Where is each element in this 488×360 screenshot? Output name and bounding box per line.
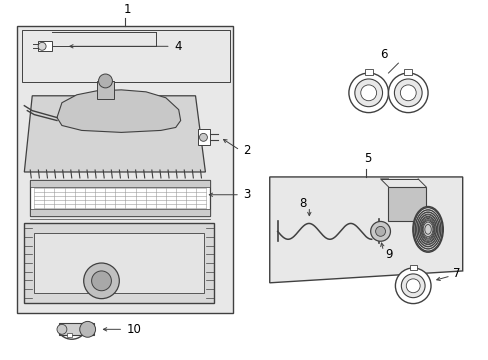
Bar	[59, 323, 93, 335]
Text: 2: 2	[243, 144, 250, 157]
Circle shape	[360, 85, 376, 101]
Polygon shape	[57, 90, 180, 132]
Bar	[18, 26, 233, 312]
Bar	[67, 333, 72, 337]
Circle shape	[370, 221, 389, 241]
Circle shape	[387, 73, 427, 113]
Bar	[387, 187, 425, 221]
Bar	[24, 224, 214, 303]
Text: 3: 3	[243, 188, 250, 201]
Circle shape	[375, 226, 385, 236]
Bar	[30, 180, 210, 216]
Bar	[96, 81, 114, 99]
Text: 6: 6	[379, 48, 386, 61]
Bar	[22, 31, 230, 82]
Circle shape	[395, 268, 430, 303]
Bar	[30, 208, 210, 216]
Circle shape	[83, 263, 119, 299]
Ellipse shape	[412, 207, 443, 252]
Bar	[38, 41, 52, 51]
Text: 4: 4	[174, 40, 182, 53]
Bar	[404, 69, 411, 75]
Circle shape	[348, 73, 387, 113]
Text: 1: 1	[123, 3, 131, 15]
Text: 5: 5	[363, 152, 370, 165]
Circle shape	[406, 279, 419, 293]
Circle shape	[80, 321, 95, 337]
Text: 8: 8	[298, 197, 305, 210]
Circle shape	[199, 134, 207, 141]
Bar	[34, 233, 204, 293]
Circle shape	[99, 74, 112, 88]
Circle shape	[91, 271, 111, 291]
Text: 7: 7	[452, 267, 459, 280]
Bar	[30, 180, 210, 187]
Bar	[364, 69, 372, 75]
Circle shape	[394, 79, 421, 107]
Bar	[409, 265, 416, 270]
Text: 9: 9	[385, 248, 392, 261]
Text: 10: 10	[126, 323, 141, 336]
Circle shape	[57, 324, 67, 334]
Circle shape	[38, 42, 46, 50]
Bar	[198, 130, 210, 145]
Circle shape	[400, 85, 415, 101]
Circle shape	[354, 79, 382, 107]
Circle shape	[401, 274, 424, 298]
Polygon shape	[24, 96, 205, 172]
Polygon shape	[269, 177, 462, 283]
